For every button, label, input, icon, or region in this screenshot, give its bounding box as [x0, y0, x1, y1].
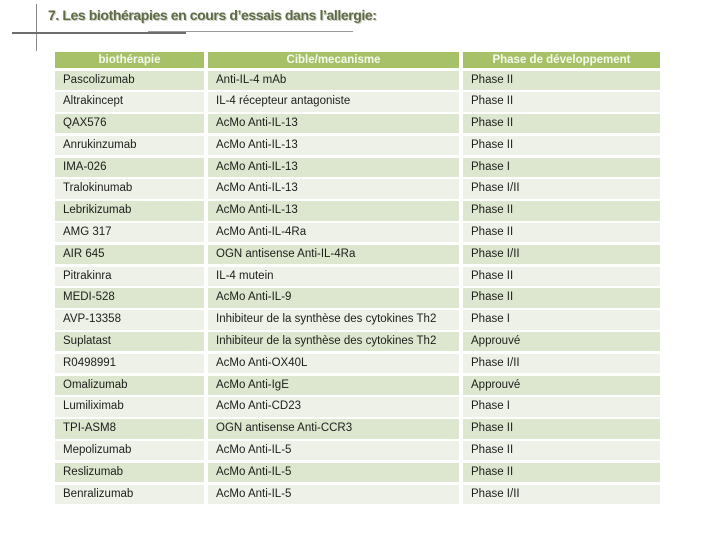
cell-cible-mecanisme: IL-4 récepteur antagoniste	[208, 92, 459, 112]
table-row: Reslizumab AcMo Anti-IL-5 Phase II	[55, 462, 660, 483]
cell-biotherapie: AIR 645	[55, 244, 204, 265]
title-underline	[12, 32, 186, 34]
cell-phase: Phase II	[463, 288, 660, 308]
cell-biotherapie: AMG 317	[55, 223, 204, 243]
table-row: IMA-026 AcMo Anti-IL-13 Phase I	[55, 157, 660, 177]
cell-biotherapie: AVP-13358	[55, 310, 204, 330]
cell-cible-mecanisme: AcMo Anti-OX40L	[208, 353, 459, 374]
cell-phase: Approuvé	[463, 375, 660, 395]
cell-cible-mecanisme: AcMo Anti-IL-13	[208, 179, 459, 199]
cell-cible-mecanisme: Inhibiteur de la synthèse des cytokines …	[208, 310, 459, 330]
cell-cible-mecanisme: AcMo Anti-IL-9	[208, 288, 459, 308]
cell-cible-mecanisme: AcMo Anti-IL-13	[208, 201, 459, 221]
cell-biotherapie: Lumiliximab	[55, 397, 204, 417]
table-row: AMG 317 AcMo Anti-IL-4Ra Phase II	[55, 223, 660, 243]
cell-phase: Phase II	[463, 201, 660, 221]
cell-cible-mecanisme: Inhibiteur de la synthèse des cytokines …	[208, 332, 459, 352]
cell-biotherapie: Pitrakinra	[55, 266, 204, 286]
cell-biotherapie: Suplatast	[55, 332, 204, 352]
cell-cible-mecanisme: AcMo Anti-IL-4Ra	[208, 223, 459, 243]
table-row: Anrukinzumab AcMo Anti-IL-13 Phase II	[55, 135, 660, 156]
cell-cible-mecanisme: AcMo Anti-CD23	[208, 397, 459, 417]
table-row: Suplatast Inhibiteur de la synthèse des …	[55, 332, 660, 352]
cell-biotherapie: TPI-ASM8	[55, 419, 204, 439]
column-header-biotherapie: biothérapie	[55, 52, 204, 68]
table-body: Pascolizumab Anti-IL-4 mAb Phase II Altr…	[55, 70, 660, 504]
table-row: Lumiliximab AcMo Anti-CD23 Phase I	[55, 397, 660, 417]
table-row: R0498991 AcMo Anti-OX40L Phase I/II	[55, 353, 660, 374]
table-row: MEDI-528 AcMo Anti-IL-9 Phase II	[55, 288, 660, 308]
column-header-cible-mecanisme: Cible/mecanisme	[208, 52, 459, 68]
cell-cible-mecanisme: Anti-IL-4 mAb	[208, 70, 459, 90]
cell-biotherapie: MEDI-528	[55, 288, 204, 308]
cell-phase: Phase I	[463, 157, 660, 177]
table-header-row: biothérapie Cible/mecanisme Phase de dév…	[55, 52, 660, 68]
cell-biotherapie: Mepolizumab	[55, 441, 204, 461]
cell-cible-mecanisme: OGN antisense Anti-CCR3	[208, 419, 459, 439]
cell-phase: Phase II	[463, 114, 660, 134]
biotherapies-table: biothérapie Cible/mecanisme Phase de dév…	[55, 52, 660, 506]
cell-biotherapie: Omalizumab	[55, 375, 204, 395]
cell-phase: Phase II	[463, 70, 660, 90]
cell-phase: Phase II	[463, 92, 660, 112]
cell-biotherapie: Pascolizumab	[55, 70, 204, 90]
cell-cible-mecanisme: OGN antisense Anti-IL-4Ra	[208, 244, 459, 265]
cell-phase: Phase II	[463, 223, 660, 243]
table-row: TPI-ASM8 OGN antisense Anti-CCR3 Phase I…	[55, 419, 660, 439]
cell-phase: Phase I	[463, 310, 660, 330]
cell-phase: Phase II	[463, 266, 660, 286]
table-row: Mepolizumab AcMo Anti-IL-5 Phase II	[55, 441, 660, 461]
cell-cible-mecanisme: AcMo Anti-IL-5	[208, 462, 459, 483]
cell-biotherapie: Anrukinzumab	[55, 135, 204, 156]
table-row: Benralizumab AcMo Anti-IL-5 Phase I/II	[55, 484, 660, 504]
cell-phase: Phase I/II	[463, 353, 660, 374]
cell-cible-mecanisme: AcMo Anti-IL-13	[208, 114, 459, 134]
cell-cible-mecanisme: AcMo Anti-IL-13	[208, 135, 459, 156]
table-row: AVP-13358 Inhibiteur de la synthèse des …	[55, 310, 660, 330]
table-row: Pascolizumab Anti-IL-4 mAb Phase II	[55, 70, 660, 90]
left-vertical-rule	[36, 4, 37, 51]
table-row: AIR 645 OGN antisense Anti-IL-4Ra Phase …	[55, 244, 660, 265]
cell-cible-mecanisme: IL-4 mutein	[208, 266, 459, 286]
table-row: Tralokinumab AcMo Anti-IL-13 Phase I/II	[55, 179, 660, 199]
table-row: Lebrikizumab AcMo Anti-IL-13 Phase II	[55, 201, 660, 221]
cell-phase: Phase II	[463, 135, 660, 156]
page-title: 7. Les biothérapies en cours d’essais da…	[48, 7, 377, 23]
column-header-phase: Phase de développement	[463, 52, 660, 68]
title-underline-secondary	[148, 30, 353, 32]
cell-biotherapie: Lebrikizumab	[55, 201, 204, 221]
cell-phase: Phase I	[463, 397, 660, 417]
cell-biotherapie: QAX576	[55, 114, 204, 134]
cell-phase: Phase I/II	[463, 179, 660, 199]
cell-cible-mecanisme: AcMo Anti-IL-5	[208, 441, 459, 461]
cell-phase: Phase I/II	[463, 244, 660, 265]
table-row: Pitrakinra IL-4 mutein Phase II	[55, 266, 660, 286]
table-row: Omalizumab AcMo Anti-IgE Approuvé	[55, 375, 660, 395]
cell-phase: Phase II	[463, 462, 660, 483]
table-row: QAX576 AcMo Anti-IL-13 Phase II	[55, 114, 660, 134]
cell-biotherapie: Benralizumab	[55, 484, 204, 504]
cell-biotherapie: R0498991	[55, 353, 204, 374]
cell-cible-mecanisme: AcMo Anti-IL-5	[208, 484, 459, 504]
cell-biotherapie: IMA-026	[55, 157, 204, 177]
cell-phase: Phase II	[463, 441, 660, 461]
cell-biotherapie: Reslizumab	[55, 462, 204, 483]
table-row: Altrakincept IL-4 récepteur antagoniste …	[55, 92, 660, 112]
cell-phase: Phase II	[463, 419, 660, 439]
cell-cible-mecanisme: AcMo Anti-IL-13	[208, 157, 459, 177]
cell-biotherapie: Tralokinumab	[55, 179, 204, 199]
cell-phase: Phase I/II	[463, 484, 660, 504]
cell-cible-mecanisme: AcMo Anti-IgE	[208, 375, 459, 395]
cell-biotherapie: Altrakincept	[55, 92, 204, 112]
cell-phase: Approuvé	[463, 332, 660, 352]
